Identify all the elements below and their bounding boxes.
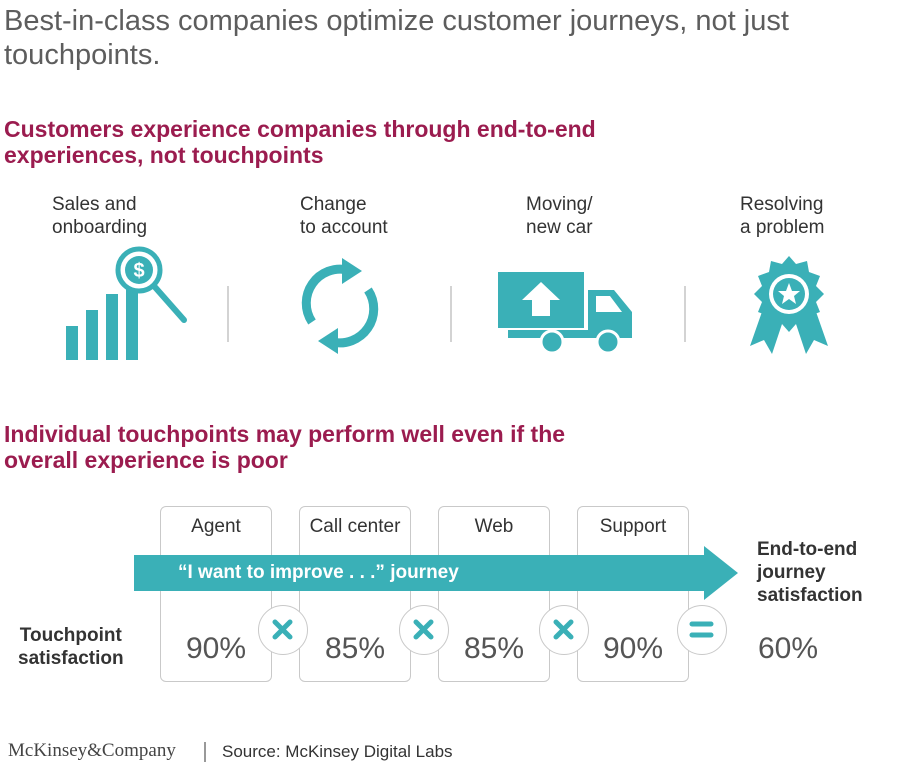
sales-growth-dollar-magnifier-icon: $ — [60, 246, 195, 364]
result-label-line: journey — [757, 562, 826, 583]
row-label-line: Touchpoint — [19, 625, 122, 646]
footer-divider — [204, 742, 206, 762]
equals-icon — [677, 605, 727, 655]
multiply-icon — [539, 605, 589, 655]
page-title: Best-in-class companies optimize custome… — [4, 5, 789, 71]
touchpoint-name-support: Support — [599, 516, 667, 537]
stage-label-line: new car — [526, 217, 593, 238]
refresh-cycle-icon — [290, 252, 390, 360]
stage-divider — [227, 286, 229, 342]
row-label: Touchpoint satisfaction — [18, 624, 124, 670]
award-ribbon-star-icon — [746, 254, 832, 358]
stage-label-line: onboarding — [52, 217, 148, 238]
section2-heading: Individual touchpoints may perform well … — [4, 421, 566, 473]
touchpoint-name-web: Web — [474, 516, 514, 537]
multiply-icon — [258, 605, 308, 655]
stage-label-moving: Moving/ new car — [526, 193, 593, 239]
source-note: Source: McKinsey Digital Labs — [222, 742, 453, 761]
touchpoint-card — [438, 506, 550, 682]
result-label: End-to-end journey satisfaction — [757, 538, 863, 607]
stage-label-line: Resolving — [740, 194, 824, 215]
touchpoint-pct-web: 85% — [463, 632, 525, 665]
stage-label-sales: Sales and onboarding — [52, 193, 147, 239]
journey-label: “I want to improve . . .” journey — [178, 562, 459, 583]
stage-label-resolving: Resolving a problem — [740, 193, 825, 239]
brand-logo: McKinsey&Company — [8, 740, 176, 761]
row-label-line: satisfaction — [18, 648, 124, 669]
moving-truck-icon — [496, 268, 640, 356]
stage-label-line: Change — [300, 194, 367, 215]
touchpoint-pct-support: 90% — [602, 632, 664, 665]
touchpoint-pct-agent: 90% — [185, 632, 247, 665]
stage-divider — [684, 286, 686, 342]
stage-label-line: a problem — [740, 217, 825, 238]
touchpoint-card — [577, 506, 689, 682]
stage-label-change: Change to account — [300, 193, 388, 239]
touchpoint-name-agent: Agent — [191, 516, 241, 537]
multiply-icon — [399, 605, 449, 655]
stage-label-line: to account — [300, 217, 388, 238]
result-label-line: End-to-end — [757, 539, 858, 560]
stage-divider — [450, 286, 452, 342]
result-label-line: satisfaction — [757, 585, 863, 606]
result-pct: 60% — [758, 632, 819, 665]
stage-label-line: Sales and — [52, 194, 137, 215]
stage-label-line: Moving/ — [526, 194, 593, 215]
journey-arrow — [134, 546, 740, 607]
touchpoint-name-call-center: Call center — [309, 516, 401, 537]
touchpoint-card — [299, 506, 411, 682]
touchpoint-card — [160, 506, 272, 682]
svg-text:$: $ — [133, 260, 144, 282]
section1-heading: Customers experience companies through e… — [4, 116, 596, 168]
touchpoint-pct-call-center: 85% — [324, 632, 386, 665]
